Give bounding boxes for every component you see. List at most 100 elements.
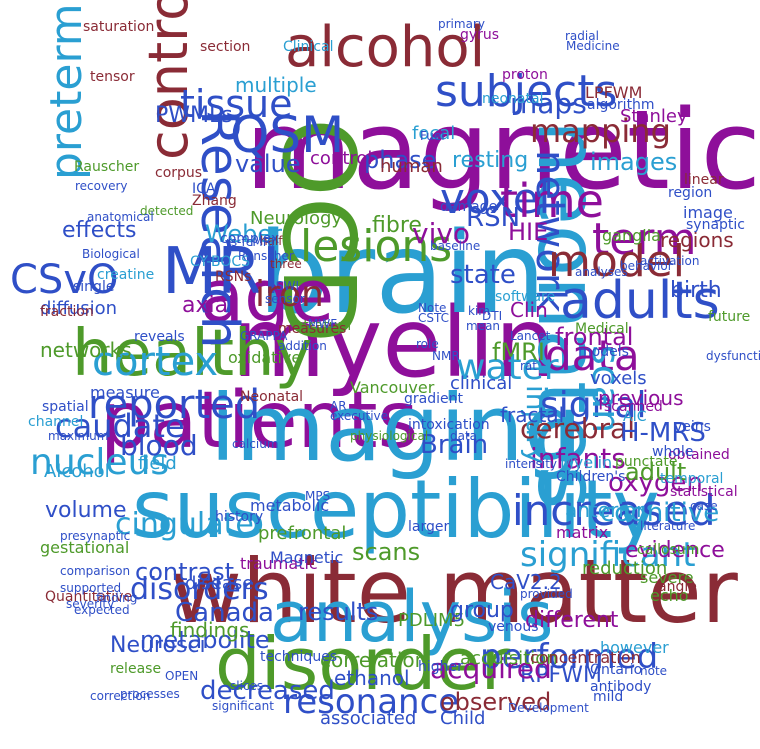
cloud-word: susceptibility	[132, 463, 660, 556]
cloud-word: mild	[593, 689, 624, 705]
cloud-word: linear	[684, 172, 724, 188]
cloud-word: larger	[408, 519, 450, 535]
cloud-word: metabolic	[250, 496, 330, 515]
cloud-word: corpus	[155, 165, 203, 181]
cloud-word: intoxication	[408, 417, 490, 433]
cloud-word: complex	[220, 231, 280, 247]
cloud-word: slices	[230, 679, 264, 693]
cloud-word: brain	[258, 209, 546, 339]
cloud-word: proton	[502, 67, 548, 83]
cloud-word: scans	[352, 538, 421, 566]
cloud-word: adult	[625, 458, 687, 486]
cloud-word: prefrontal	[258, 523, 347, 544]
cloud-word: Ontario	[590, 662, 643, 678]
cloud-word: Ranscher	[238, 249, 294, 263]
cloud-word: Clinical	[283, 39, 334, 55]
cloud-word: resonance	[283, 682, 460, 722]
cloud-word: significant	[212, 699, 274, 713]
cloud-word: Biological	[82, 247, 140, 261]
cloud-word: calcium	[232, 437, 279, 451]
cloud-word: Stanley	[620, 106, 688, 127]
cloud-word: Myelin	[560, 453, 613, 472]
cloud-word: patients	[100, 376, 419, 466]
cloud-word: however	[600, 638, 669, 657]
cloud-word: dysfunction	[706, 349, 760, 363]
cloud-word: MWF	[308, 317, 338, 331]
cloud-word: human	[380, 156, 443, 177]
cloud-word: algorithm	[587, 97, 655, 113]
cloud-word: statistical	[670, 484, 738, 500]
cloud-word: HIE	[508, 218, 549, 246]
cloud-word: multiple	[235, 73, 317, 97]
cloud-word: future	[708, 309, 751, 325]
cloud-word: correlation	[320, 648, 428, 672]
cloud-word: detected	[140, 204, 194, 218]
cloud-word: MPS	[305, 489, 331, 503]
cloud-word: fMRI	[492, 338, 545, 366]
cloud-word: software	[495, 289, 556, 305]
cloud-word: severe	[640, 568, 694, 587]
cloud-word: cerebral	[520, 412, 635, 445]
cloud-word: comparison	[60, 564, 131, 578]
cloud-word: RSNs	[215, 269, 252, 285]
cloud-word: model	[548, 236, 686, 287]
cloud-word: MRI	[162, 235, 281, 309]
cloud-word: GRAPPA	[240, 329, 288, 343]
cloud-word: ethanol	[334, 666, 410, 690]
cloud-word: white matter	[170, 540, 738, 643]
cloud-word: techniques	[260, 649, 338, 665]
cloud-word: provided	[520, 587, 573, 601]
cloud-word: note	[640, 664, 668, 678]
cloud-word: iron	[255, 274, 324, 315]
cloud-word: release	[110, 661, 162, 677]
cloud-word: previous	[598, 386, 684, 410]
cloud-word: PWMLs	[155, 103, 233, 128]
cloud-word: analysis	[270, 576, 554, 658]
cloud-word: effects	[62, 218, 137, 243]
cloud-word: Clin	[510, 298, 548, 322]
cloud-word: acquired	[430, 652, 552, 685]
cloud-word: group	[450, 598, 514, 623]
cloud-word: kim	[468, 304, 490, 318]
cloud-word: resting	[452, 148, 529, 173]
cloud-word: reported	[88, 382, 261, 428]
cloud-word: alcohol	[285, 15, 486, 80]
cloud-word: gradient	[404, 391, 463, 407]
cloud-word: Development	[508, 701, 589, 715]
cloud-word: different	[525, 608, 619, 633]
cloud-word: CY-BOCS	[190, 254, 251, 270]
cloud-word: field	[138, 453, 177, 474]
cloud-word: correction	[90, 689, 151, 703]
cloud-word: radial	[565, 29, 599, 43]
cloud-word: regions	[660, 228, 734, 252]
cloud-word: measure	[90, 383, 160, 402]
cloud-word: state	[450, 260, 516, 290]
cloud-word: volume	[45, 498, 127, 523]
cloud-word: AR	[330, 399, 347, 413]
cloud-word: RPFWM	[520, 663, 602, 688]
cloud-word: gestational	[40, 538, 130, 557]
cloud-word: acquisition	[460, 648, 558, 669]
cloud-word: fibre	[372, 213, 422, 238]
cloud-word: region	[668, 185, 713, 201]
cloud-word: Brain	[420, 430, 489, 460]
cloud-word: value	[235, 150, 301, 178]
cloud-word: executive	[330, 409, 389, 423]
cloud-word: decreased	[200, 676, 335, 706]
cloud-word: voxels	[590, 368, 647, 389]
cloud-word: evidence	[625, 538, 725, 563]
cloud-word: Medical	[575, 321, 629, 337]
cloud-word: data	[450, 429, 478, 443]
cloud-word: single	[73, 279, 115, 295]
cloud-word: echo	[650, 586, 689, 605]
cloud-word: OPEN	[165, 669, 199, 683]
cloud-word: Child	[440, 708, 486, 729]
cloud-word: AIC	[623, 409, 647, 425]
cloud-word: stratum	[296, 318, 352, 334]
cloud-word: measures	[278, 321, 347, 337]
cloud-word: venous	[488, 619, 539, 635]
cloud-word: role	[416, 337, 439, 351]
cloud-word: imaging	[210, 375, 583, 482]
cloud-word: Alcohol	[44, 461, 110, 482]
cloud-word: mean	[466, 319, 501, 333]
